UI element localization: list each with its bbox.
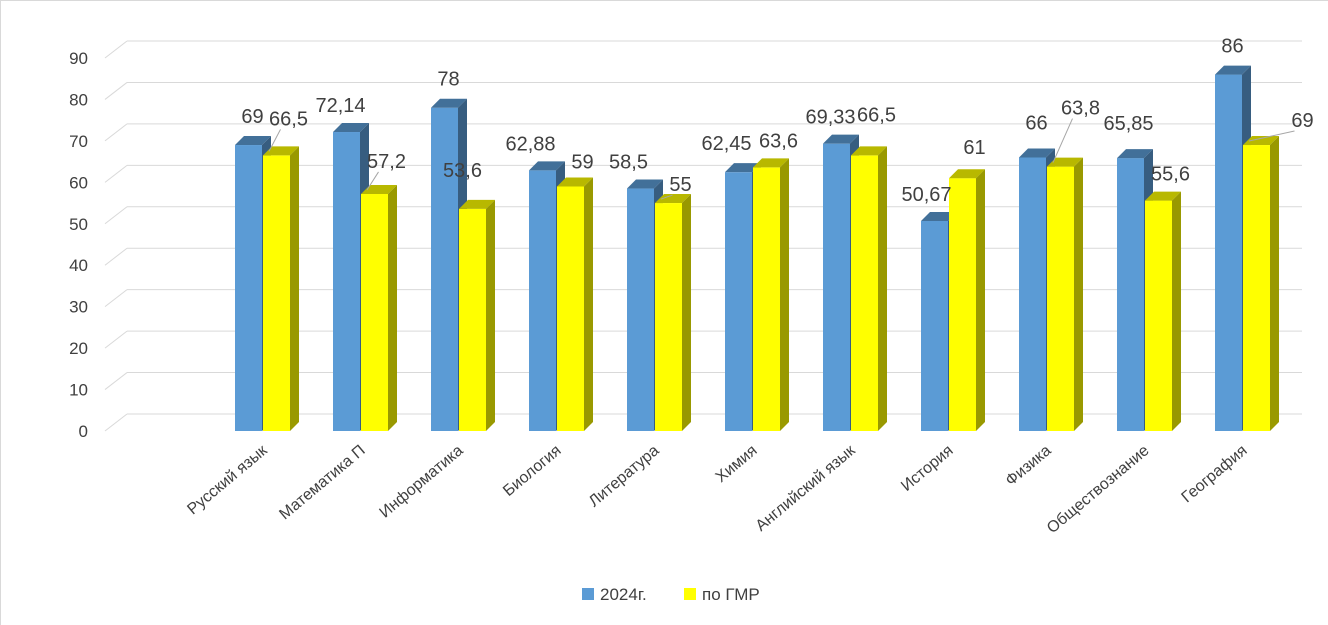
data-label-2024: 58,5 [609,152,648,174]
data-label-gmr: 53,6 [443,160,482,182]
data-label-2024: 66 [1025,112,1047,134]
gridline-diag [104,123,128,142]
gridline-diag [104,289,128,308]
data-label-2024: 86 [1221,36,1243,58]
label-leader-lines [268,118,1295,200]
legend-swatch-2024 [582,588,594,600]
x-category-label: Информатика [376,442,466,522]
y-tick-label: 30 [69,298,88,317]
x-category-label: Литература [586,442,663,510]
bar-gmr [557,177,593,431]
bar-gmr [655,194,691,431]
data-label-gmr: 61 [963,137,985,159]
x-category-label: Английский язык [753,441,860,534]
gridline-diag [104,330,128,349]
data-label-2024: 69,33 [805,107,855,129]
gridline-diag [104,413,128,432]
x-category-label: Физика [1003,442,1055,490]
data-label-gmr: 63,8 [1061,98,1100,120]
x-category-label: Русский язык [184,441,271,518]
data-label-gmr: 69 [1291,110,1313,132]
gridlines [104,40,1302,432]
data-labels: 69 66,5 72,14 57,2 78 53,6 62,88 59 58,5 55 62,45 6… [241,36,1313,206]
gridline-diag [104,206,128,225]
x-axis-category-labels: Русский язык Математика П Информатика Биоло… [184,441,1250,537]
x-category-label: География [1179,442,1251,506]
y-tick-label: 50 [69,215,88,234]
y-tick-label: 0 [79,422,88,441]
gridline-diag [104,40,128,59]
x-category-label: Обществознание [1044,442,1153,537]
data-label-2024: 62,45 [701,133,751,155]
legend-label-gmr: по ГМР [702,585,760,604]
data-label-2024: 72,14 [315,95,365,117]
label-leader [660,194,673,200]
data-label-2024: 62,88 [505,133,555,155]
gridline-diag [104,372,128,390]
x-category-label: История [898,442,956,495]
label-leader [1248,130,1295,142]
bars [235,65,1279,432]
data-label-2024: 50,67 [901,184,951,206]
bar-gmr [949,169,985,431]
legend-swatch-gmr [684,588,696,600]
data-label-gmr: 66,5 [857,104,896,126]
y-tick-label: 90 [69,49,88,68]
gridline-diag [104,82,128,100]
x-category-label: Математика П [276,442,368,523]
x-category-label: Биология [500,442,564,500]
bar-gmr [1243,136,1279,432]
data-label-gmr: 55,6 [1151,164,1190,186]
data-label-2024: 78 [437,69,459,91]
data-label-gmr: 55 [669,174,691,196]
bar-gmr [851,146,887,431]
bar-gmr [1145,191,1181,431]
bar-gmr [1047,157,1083,431]
data-label-gmr: 59 [571,151,593,173]
bar-gmr [753,158,789,431]
data-label-gmr: 57,2 [367,151,406,173]
gridline-diag [104,247,128,266]
y-tick-label: 60 [69,173,88,192]
y-tick-label: 80 [69,90,88,109]
label-leader [366,171,379,191]
y-tick-label: 40 [69,256,88,275]
y-tick-label: 10 [69,381,88,400]
bar-gmr [263,146,299,431]
y-tick-label: 70 [69,132,88,151]
legend-label-2024: 2024г. [600,585,647,604]
data-label-2024: 65,85 [1103,113,1153,135]
data-label-gmr: 63,6 [759,130,798,152]
bar-gmr [361,184,397,431]
gridline-diag [104,164,128,183]
legend: 2024г. по ГМР [582,585,760,604]
bar-gmr [459,199,495,431]
data-label-gmr: 66,5 [269,108,308,130]
y-axis-tick-labels: 0 10 20 30 40 50 60 70 80 90 [69,49,88,441]
y-tick-label: 20 [69,339,88,358]
label-leader [1052,118,1073,163]
data-label-2024: 69 [241,106,263,128]
x-category-label: Химия [713,442,761,486]
label-leader [268,129,281,152]
